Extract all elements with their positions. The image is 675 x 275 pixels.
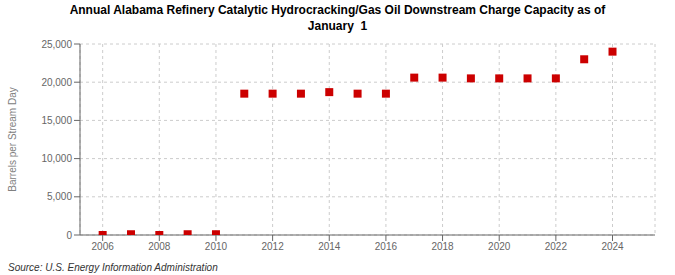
svg-text:2008: 2008 (148, 241, 171, 252)
svg-text:5,000: 5,000 (47, 191, 72, 202)
svg-text:2022: 2022 (545, 241, 568, 252)
svg-text:15,000: 15,000 (41, 115, 72, 126)
svg-text:2010: 2010 (205, 241, 228, 252)
svg-text:2018: 2018 (431, 241, 454, 252)
svg-text:2016: 2016 (375, 241, 398, 252)
svg-text:2006: 2006 (92, 241, 115, 252)
svg-text:Barrels per Stream Day: Barrels per Stream Day (8, 87, 18, 191)
svg-text:2014: 2014 (318, 241, 341, 252)
svg-text:2020: 2020 (488, 241, 511, 252)
svg-text:10,000: 10,000 (41, 153, 72, 164)
svg-text:25,000: 25,000 (41, 39, 72, 50)
html-text:Annual Alabama Refinery Cataly: Annual Alabama Refinery Catalytic Hydroc… (69, 3, 606, 33)
html-text:Source: U.S. Energy Informatio: Source: U.S. Energy Information Administ… (8, 262, 218, 273)
svg-text:2012: 2012 (261, 241, 284, 252)
svg-text:2024: 2024 (601, 241, 624, 252)
svg-text:0: 0 (66, 230, 72, 241)
svg-text:20,000: 20,000 (41, 77, 72, 88)
